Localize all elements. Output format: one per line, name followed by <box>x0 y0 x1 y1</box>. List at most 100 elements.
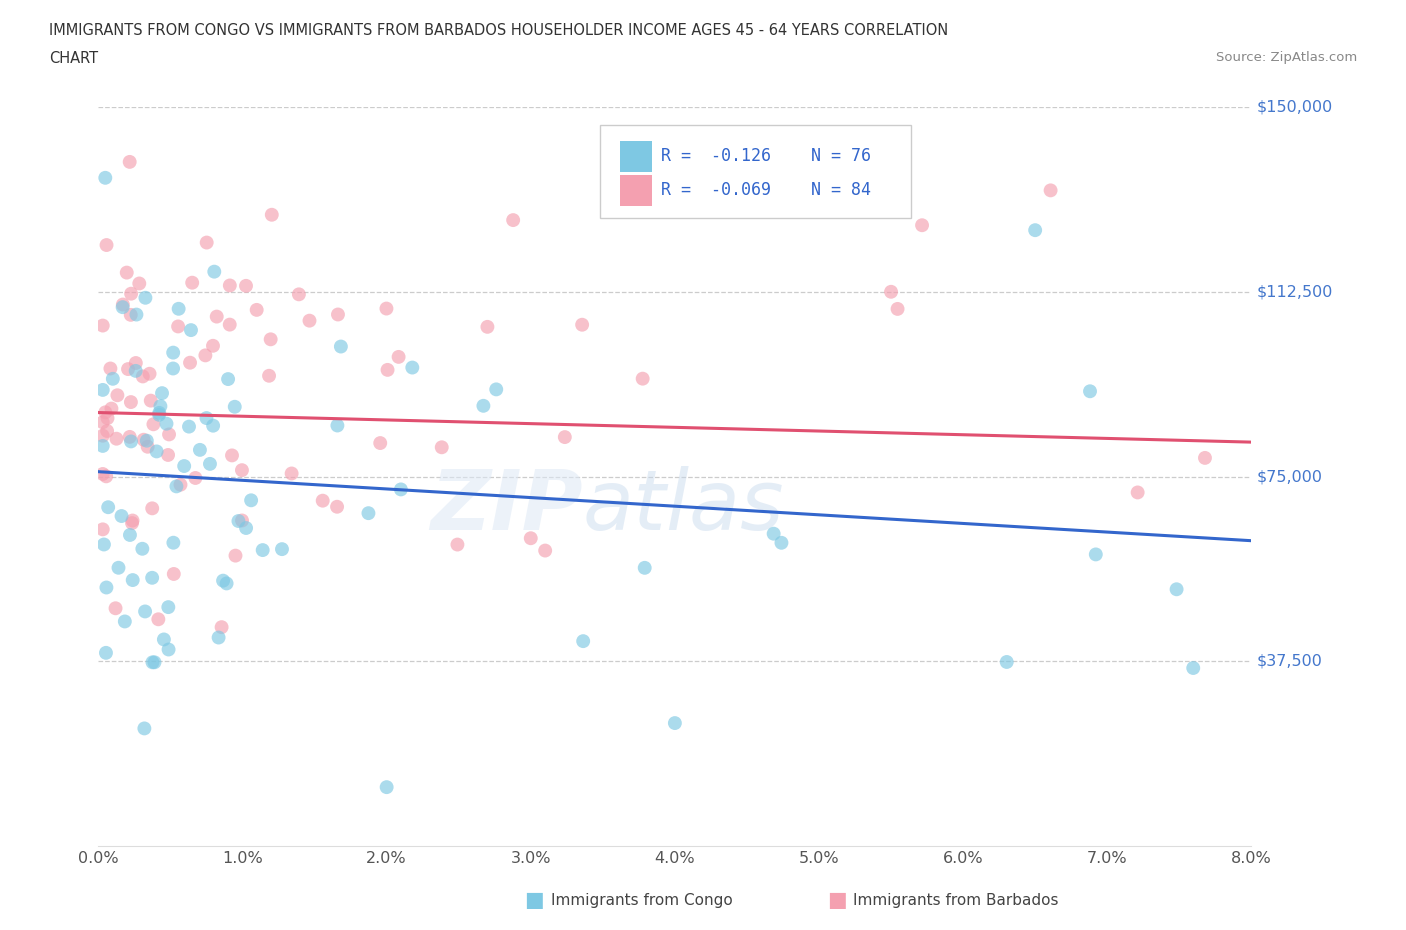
Point <box>96 423 118 438</box>
Point <box>571 317 593 332</box>
Point <box>1078 384 1101 399</box>
Point <box>94 405 117 419</box>
Point <box>329 339 352 354</box>
Point <box>1024 223 1046 238</box>
Point <box>111 299 134 314</box>
Point <box>231 513 253 528</box>
Point <box>198 457 221 472</box>
Point <box>96 237 118 252</box>
Text: atlas: atlas <box>582 466 785 547</box>
Point <box>121 513 143 528</box>
Point <box>97 499 120 514</box>
Text: IMMIGRANTS FROM CONGO VS IMMIGRANTS FROM BARBADOS HOUSEHOLDER INCOME AGES 45 - 6: IMMIGRANTS FROM CONGO VS IMMIGRANTS FROM… <box>49 23 949 38</box>
Point <box>162 536 184 551</box>
Point <box>94 170 117 185</box>
Text: ■: ■ <box>827 890 846 910</box>
Point <box>218 278 240 293</box>
Point <box>298 313 321 328</box>
Point <box>252 542 274 557</box>
Point <box>401 360 423 375</box>
Point <box>375 301 398 316</box>
Point <box>91 439 114 454</box>
Point <box>162 361 184 376</box>
Point <box>762 526 785 541</box>
FancyBboxPatch shape <box>600 126 911 218</box>
Point <box>104 601 127 616</box>
Point <box>105 432 128 446</box>
Point <box>520 531 543 546</box>
Point <box>91 522 114 537</box>
Point <box>235 521 257 536</box>
Point <box>134 290 156 305</box>
Point <box>149 399 172 414</box>
Point <box>100 401 122 416</box>
Point <box>271 541 294 556</box>
Point <box>485 382 508 397</box>
Point <box>96 580 118 595</box>
Point <box>157 642 180 657</box>
Text: $112,500: $112,500 <box>1257 285 1333 299</box>
Point <box>93 537 115 551</box>
Point <box>202 418 225 433</box>
Point <box>502 213 524 228</box>
Point <box>118 154 141 169</box>
Point <box>534 543 557 558</box>
Point <box>246 302 269 317</box>
Point <box>312 493 335 508</box>
Point <box>554 430 576 445</box>
Point <box>202 264 225 279</box>
Point <box>118 527 141 542</box>
Point <box>326 418 349 433</box>
Point <box>141 655 163 670</box>
Point <box>134 604 156 618</box>
Point <box>326 499 349 514</box>
Point <box>181 275 204 290</box>
Point <box>91 382 114 397</box>
Point <box>1166 582 1188 597</box>
Point <box>377 363 399 378</box>
Point <box>120 308 142 323</box>
Point <box>201 339 224 353</box>
Bar <box>620 140 652 172</box>
Point <box>212 573 235 588</box>
Point <box>157 427 180 442</box>
Point <box>194 348 217 363</box>
Point <box>131 541 153 556</box>
Point <box>132 432 155 447</box>
Point <box>121 573 143 588</box>
Point <box>631 371 654 386</box>
Point <box>169 477 191 492</box>
Point <box>205 309 228 324</box>
Point <box>180 323 202 338</box>
Text: R =  -0.126    N = 76: R = -0.126 N = 76 <box>661 147 872 166</box>
Point <box>886 301 908 316</box>
Point <box>135 433 157 448</box>
Text: $75,000: $75,000 <box>1257 469 1323 485</box>
Point <box>184 471 207 485</box>
Point <box>1039 183 1062 198</box>
Point <box>101 371 124 386</box>
Point <box>260 332 283 347</box>
Point <box>96 469 118 484</box>
Point <box>139 393 162 408</box>
Point <box>446 538 468 552</box>
Point <box>125 364 148 379</box>
Point <box>1126 485 1149 500</box>
Point <box>188 443 211 458</box>
Text: $150,000: $150,000 <box>1257 100 1333 114</box>
Point <box>91 467 114 482</box>
Point <box>218 317 240 332</box>
Point <box>389 482 412 497</box>
Point <box>111 297 134 312</box>
Point <box>240 493 263 508</box>
Point <box>224 548 246 563</box>
Point <box>173 458 195 473</box>
Point <box>664 716 686 731</box>
Point <box>1194 450 1216 465</box>
Point <box>142 417 165 432</box>
Point <box>153 632 176 647</box>
Point <box>228 513 250 528</box>
Point <box>141 570 163 585</box>
Point <box>132 369 155 384</box>
Point <box>148 612 170 627</box>
